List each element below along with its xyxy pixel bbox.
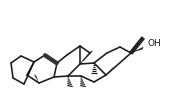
- Text: OH: OH: [148, 39, 162, 47]
- Polygon shape: [34, 74, 39, 83]
- Polygon shape: [46, 77, 54, 85]
- Polygon shape: [131, 47, 143, 53]
- Polygon shape: [106, 66, 114, 75]
